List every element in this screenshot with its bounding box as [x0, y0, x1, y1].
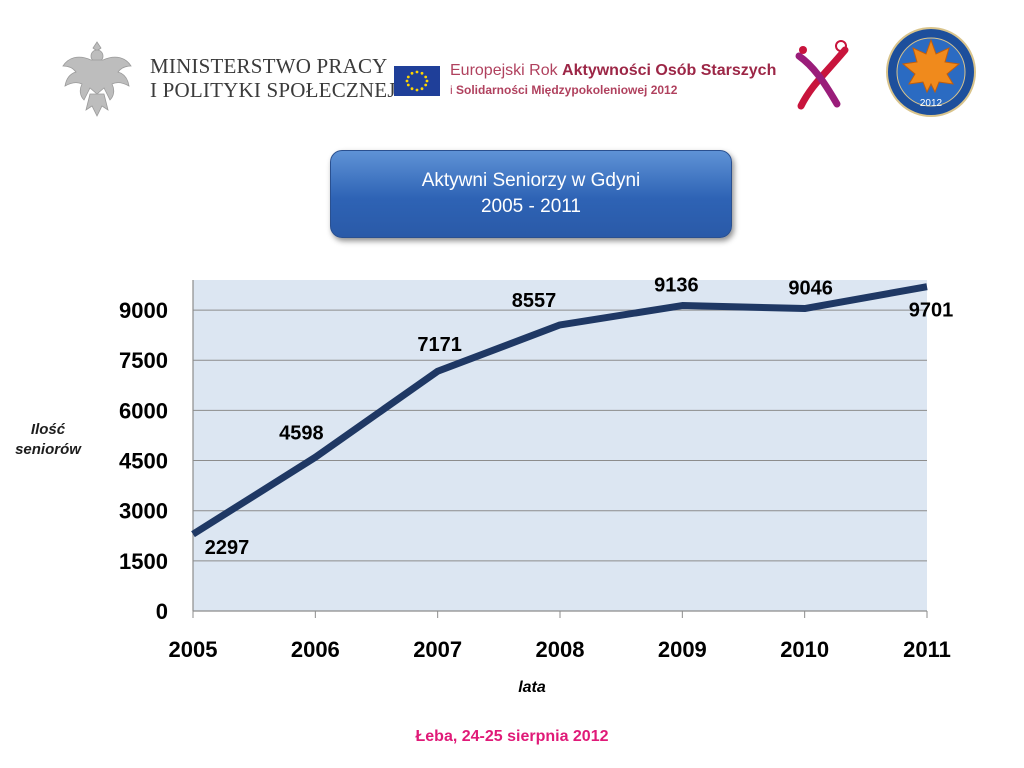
ministry-logo: MINISTERSTWO PRACY I POLITYKI SPOŁECZNEJ	[60, 36, 396, 120]
data-labels: 2297 4598 7171 8557 9136 9046 9701	[205, 275, 954, 560]
y-axis-label-line-1: Ilość	[30, 421, 66, 438]
data-label-2011: 9701	[909, 300, 954, 322]
ribbon-figure-logo-icon	[795, 40, 849, 110]
data-label-2009: 9136	[654, 275, 699, 297]
x-tick-label-2006: 2006	[291, 637, 340, 662]
y-axis-label-line-2: seniorów	[15, 441, 81, 458]
x-tick-label-2008: 2008	[536, 637, 585, 662]
data-label-2008: 8557	[512, 290, 557, 312]
eagle-emblem-icon	[62, 41, 132, 117]
eu-flag-icon	[394, 66, 440, 96]
y-tick-label-0: 0	[156, 599, 168, 624]
european-year-line-2-bold: Solidarności Międzypokoleniowej 2012	[456, 83, 678, 97]
x-axis-label: lata	[518, 679, 546, 696]
y-tick-label-1500: 1500	[119, 549, 168, 574]
chart-subtitle: 2005 - 2011	[480, 196, 581, 217]
data-label-2010: 9046	[788, 278, 833, 300]
y-tick-label-7500: 7500	[119, 348, 168, 373]
data-label-2006: 4598	[279, 422, 324, 444]
european-year-bold: Aktywności Osób Starszych	[562, 62, 777, 79]
european-year-logo: Europejski Rok Aktywności Osób Starszych…	[450, 62, 800, 97]
series-line	[191, 283, 928, 538]
data-label-2005: 2297	[205, 537, 250, 559]
european-year-line-1: Europejski Rok Aktywności Osób Starszych	[450, 62, 800, 80]
y-tick-labels: 0 1500 3000 4500 6000 7500 9000	[119, 298, 168, 624]
header: MINISTERSTWO PRACY I POLITYKI SPOŁECZNEJ…	[0, 0, 1024, 130]
y-tick-label-6000: 6000	[119, 398, 168, 423]
footer-location-date: Łeba, 24-25 sierpnia 2012	[415, 728, 609, 745]
seal-year: 2012	[920, 98, 943, 109]
x-tick-label-2011: 2011	[903, 637, 951, 662]
european-year-line-2-prefix: i	[450, 83, 456, 97]
x-tick-label-2005: 2005	[169, 637, 218, 662]
x-tick-label-2009: 2009	[658, 637, 707, 662]
chart-title: Aktywni Seniorzy w Gdyni	[421, 170, 641, 191]
y-tick-label-3000: 3000	[119, 499, 168, 524]
ministry-name: MINISTERSTWO PRACY I POLITYKI SPOŁECZNEJ	[150, 54, 396, 102]
european-year-prefix: Europejski Rok	[450, 62, 563, 79]
y-tick-label-9000: 9000	[119, 298, 168, 323]
ministry-name-line-2: I POLITYKI SPOŁECZNEJ	[150, 78, 396, 102]
data-label-2007: 7171	[417, 334, 462, 356]
ministry-name-line-1: MINISTERSTWO PRACY	[150, 54, 388, 78]
x-tick-labels: 2005 2006 2007 2008 2009 2010 2011	[169, 637, 951, 662]
x-tick-label-2007: 2007	[413, 637, 462, 662]
axes	[192, 280, 928, 618]
plot-area	[193, 280, 927, 611]
university-seal-icon: 2012	[886, 27, 976, 117]
y-axis-label: Ilość seniorów	[8, 420, 88, 460]
y-tick-label-4500: 4500	[119, 449, 168, 474]
chart-title-box: Aktywni Seniorzy w Gdyni 2005 - 2011	[330, 150, 732, 238]
european-year-line-2: i Solidarności Międzypokoleniowej 2012	[450, 83, 800, 97]
x-tick-label-2010: 2010	[780, 637, 829, 662]
